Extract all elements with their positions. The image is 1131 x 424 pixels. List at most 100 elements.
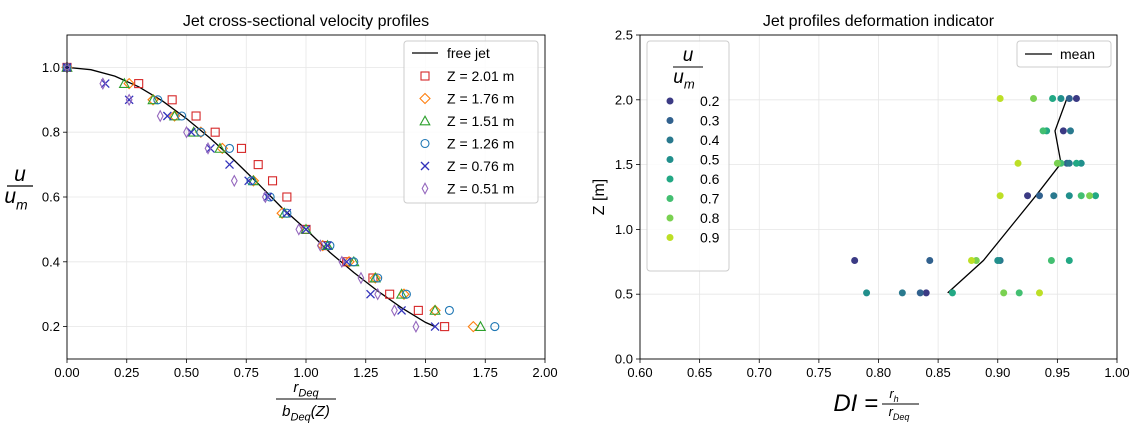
legend-marker (420, 161, 430, 171)
data-point (153, 95, 163, 105)
data-point (236, 143, 247, 153)
legend-marker (666, 136, 674, 144)
y-axis-label-denominator-base: u (4, 185, 16, 208)
legend-marker (419, 92, 431, 105)
series-4 (948, 95, 1100, 297)
x-tick-label: 0.95 (1045, 365, 1070, 380)
data-point (1057, 95, 1065, 103)
data-point (1066, 127, 1074, 135)
data-point (183, 125, 190, 139)
data-point (147, 94, 159, 106)
y-axis-label-denominator-sub: m (16, 196, 28, 212)
y-tick-label: 2.0 (615, 92, 633, 107)
legend-mean: mean (1016, 40, 1112, 68)
legend-label: 0.6 (700, 171, 720, 187)
legend-marker (420, 138, 430, 149)
x-tick-label: 1.25 (353, 365, 378, 380)
y-tick-label: 0.0 (615, 352, 633, 367)
data-point (357, 271, 365, 285)
chart-title: Jet cross-sectional velocity profiles (183, 13, 429, 30)
x-tick-label: 2.00 (532, 365, 557, 380)
legend-box (403, 40, 539, 204)
x-axis-label-denominator-sub: Deq (893, 412, 910, 422)
x-axis-label-numerator-sub: Deq (298, 388, 319, 400)
x-axis-label-denominator: bDeq(Z) (282, 403, 330, 424)
data-point (156, 109, 164, 123)
legend-label: 0.5 (700, 152, 720, 168)
data-point-stroke-b (301, 224, 311, 234)
x-tick-label: 0.65 (687, 365, 712, 380)
x-tick-label: 0.25 (114, 365, 139, 380)
data-point-stroke-b (342, 257, 352, 267)
data-point (863, 289, 871, 297)
series-0 (851, 95, 1080, 297)
legend-label: 0.3 (700, 113, 720, 129)
data-point (996, 192, 1004, 200)
y-tick-label: 0.4 (42, 254, 60, 269)
data-point (186, 127, 196, 137)
data-point (99, 77, 107, 90)
data-point (342, 257, 352, 267)
x-tick-label: 0.75 (806, 365, 831, 380)
data-point (996, 95, 1004, 103)
data-point (1030, 95, 1038, 103)
series-4 (62, 62, 440, 332)
data-point (398, 288, 410, 300)
data-point (413, 305, 423, 315)
legend-marker (420, 71, 430, 81)
legend-marker-stroke-b (420, 161, 430, 171)
data-point (922, 289, 930, 297)
y-tick-label: 0.5 (615, 287, 633, 302)
data-point (366, 289, 375, 299)
y-tick-label: 0.2 (42, 319, 60, 334)
data-point (395, 288, 408, 299)
data-point (430, 322, 440, 332)
legend-label: 0.9 (700, 230, 720, 246)
x-axis-label-numerator: rDeq (293, 379, 319, 400)
data-point (1015, 289, 1023, 297)
y-tick-label: 0.6 (42, 190, 60, 205)
legend-label: free jet (447, 45, 490, 61)
data-point-stroke-b (162, 111, 172, 121)
data-point-stroke-b (366, 289, 375, 299)
deformation-indicator-chart: 0.60 0.65 0.70 0.75 0.80 0.85 0.90 0.95 1.00 0.0 0… (591, 13, 1130, 422)
data-point (369, 272, 382, 284)
data-point (898, 289, 906, 297)
y-axis-label-numerator: u (14, 163, 26, 186)
legend-marker (666, 97, 674, 105)
data-point (397, 305, 407, 315)
data-point (325, 241, 335, 251)
legend-label: Z = 1.51 m (447, 113, 514, 129)
data-point (444, 305, 454, 315)
data-point (177, 111, 187, 121)
data-point (1039, 127, 1047, 135)
data-point (210, 127, 220, 137)
data-point (261, 190, 269, 204)
data-point (125, 93, 133, 107)
data-point-stroke-b (225, 160, 234, 170)
data-point (916, 289, 924, 297)
x-axis-label-numerator-sub: h (894, 394, 899, 404)
data-point (267, 176, 278, 186)
data-point (191, 111, 201, 121)
legend-marker (666, 214, 674, 222)
data-point (253, 160, 263, 170)
data-point (1059, 127, 1067, 135)
y-tick-label: 1.0 (42, 60, 60, 75)
data-point (196, 127, 206, 137)
legend-marker (666, 117, 674, 124)
legend-label: Z = 1.76 m (447, 91, 514, 107)
legend-label: Z = 0.51 m (447, 181, 514, 197)
data-point (295, 223, 303, 236)
legend-label: Z = 2.01 m (447, 68, 514, 84)
plot-frame (66, 34, 546, 360)
data-point-stroke-b (323, 241, 332, 251)
data-point (338, 255, 346, 269)
data-point (851, 257, 859, 265)
data-point (1065, 95, 1073, 103)
data-point (391, 304, 398, 317)
legend-marker (421, 182, 429, 195)
legend-label: Z = 1.26 m (447, 136, 514, 152)
data-point (429, 304, 441, 315)
